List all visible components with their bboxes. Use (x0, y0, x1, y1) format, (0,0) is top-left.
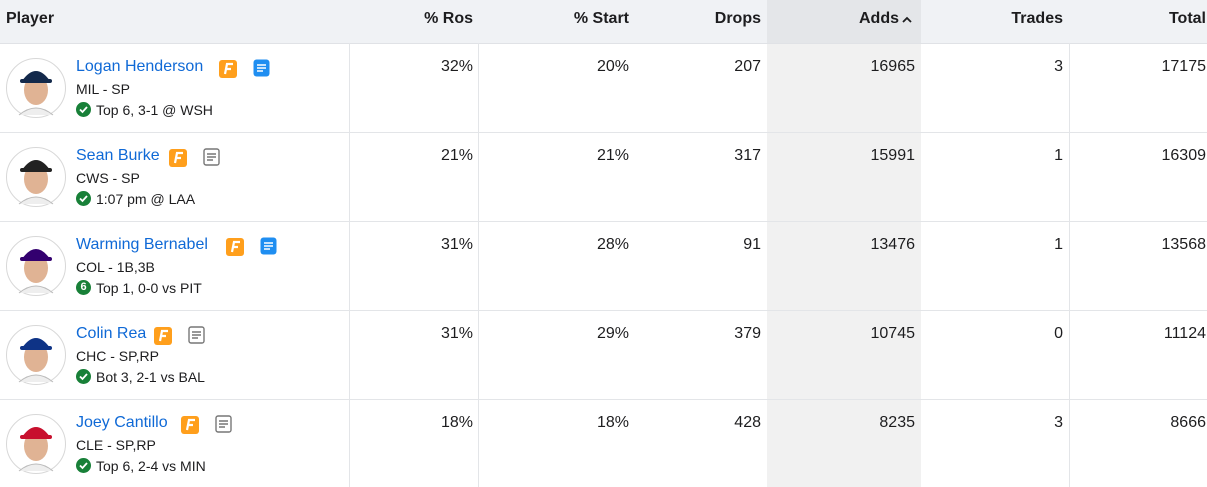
cell-0: 31% (440, 325, 473, 342)
column-divider (349, 43, 350, 487)
header-bar (0, 0, 1207, 44)
row-divider (0, 310, 1207, 311)
f-glyph (173, 151, 183, 164)
cell-0: 31% (440, 236, 473, 253)
status-icon (76, 102, 91, 117)
header-3[interactable]: Adds (859, 10, 899, 27)
note-icon[interactable] (253, 59, 270, 77)
sorted-column-bg (767, 44, 921, 487)
cell-1: 29% (596, 325, 629, 342)
note-icon[interactable] (260, 237, 277, 255)
player-name[interactable]: Logan Henderson (76, 58, 204, 75)
f-badge (169, 149, 187, 167)
cell-4: 1 (1054, 147, 1063, 164)
player-name[interactable]: Colin Rea (76, 325, 147, 342)
player-name[interactable]: Sean Burke (76, 147, 160, 164)
column-divider (478, 43, 479, 487)
player-avatar (6, 147, 66, 207)
status-icon (76, 191, 91, 206)
column-divider (1069, 43, 1070, 487)
cell-3: 16965 (870, 58, 916, 75)
team-position: CLE - SP,RP (76, 437, 156, 453)
cell-0: 32% (440, 58, 473, 75)
cell-0: 21% (440, 147, 473, 164)
f-glyph (230, 240, 240, 253)
header-1[interactable]: % Start (573, 10, 629, 27)
status-icon (76, 458, 91, 473)
cell-5: 13568 (1161, 236, 1207, 253)
cell-3: 13476 (870, 236, 916, 253)
header-4[interactable]: Trades (1011, 10, 1063, 27)
player-avatar (6, 325, 66, 385)
cell-5: 11124 (1163, 325, 1206, 342)
player-avatar (6, 414, 66, 474)
note-icon[interactable] (215, 415, 232, 433)
f-glyph (158, 329, 168, 342)
f-badge (226, 238, 244, 256)
row-divider (0, 221, 1207, 222)
cell-1: 28% (596, 236, 629, 253)
row-divider (0, 132, 1207, 133)
f-badge (181, 416, 199, 434)
cell-4: 0 (1054, 325, 1063, 342)
game-status: Top 6, 3-1 @ WSH (96, 102, 213, 118)
cell-2: 428 (734, 414, 761, 431)
header-player[interactable]: Player (6, 10, 55, 27)
team-position: CHC - SP,RP (76, 348, 159, 364)
sort-caret (902, 16, 912, 23)
cell-5: 16309 (1161, 147, 1207, 164)
note-icon[interactable] (188, 326, 205, 344)
sorted-header-bg (767, 0, 921, 43)
game-status: Bot 3, 2-1 vs BAL (96, 369, 205, 385)
cell-3: 10745 (870, 325, 916, 342)
cell-3: 8235 (879, 414, 915, 431)
player-avatar (6, 236, 66, 296)
cell-3: 15991 (870, 147, 916, 164)
cell-1: 20% (596, 58, 629, 75)
game-status: Top 1, 0-0 vs PIT (96, 280, 202, 296)
cell-4: 1 (1054, 236, 1063, 253)
game-status: 1:07 pm @ LAA (96, 191, 196, 207)
row-divider (0, 399, 1207, 400)
cell-5: 17175 (1161, 58, 1207, 75)
cell-2: 207 (734, 58, 761, 75)
header-2[interactable]: Drops (714, 10, 761, 27)
f-badge (219, 60, 237, 78)
cell-2: 91 (743, 236, 761, 253)
f-glyph (223, 62, 233, 75)
cell-4: 3 (1054, 414, 1063, 431)
header-5[interactable]: Total (1168, 10, 1206, 27)
player-name[interactable]: Warming Bernabel (76, 236, 208, 253)
cell-1: 21% (596, 147, 629, 164)
team-position: COL - 1B,3B (76, 259, 155, 275)
cell-5: 8666 (1170, 414, 1206, 431)
note-icon[interactable] (203, 148, 220, 166)
cell-2: 379 (734, 325, 761, 342)
cell-4: 3 (1054, 58, 1063, 75)
status-icon (76, 369, 91, 384)
team-position: MIL - SP (76, 81, 130, 97)
team-position: CWS - SP (76, 170, 140, 186)
game-status: Top 6, 2-4 vs MIN (96, 458, 206, 474)
player-name[interactable]: Joey Cantillo (76, 414, 168, 431)
cell-1: 18% (596, 414, 629, 431)
header-0[interactable]: % Ros (424, 10, 473, 27)
player-avatar (6, 58, 66, 118)
cell-2: 317 (734, 147, 761, 164)
f-glyph (185, 418, 195, 431)
cell-0: 18% (440, 414, 473, 431)
f-badge (154, 327, 172, 345)
status-icon: 6 (76, 280, 91, 295)
